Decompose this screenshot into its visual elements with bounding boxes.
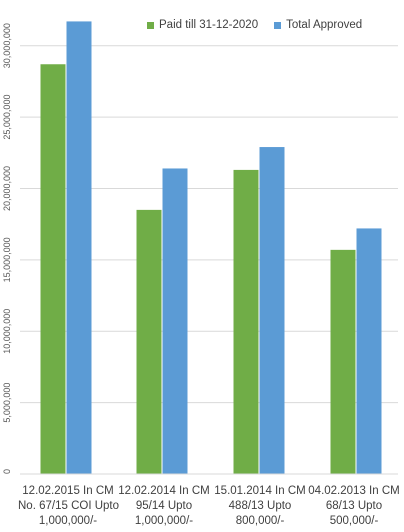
x-category-line: 95/14 Upto (135, 500, 193, 512)
bar-paid (330, 249, 356, 474)
y-tick-label: 25,000,000 (2, 95, 12, 140)
x-category-label-3: 15.01.2014 In CM 488/13 Upto 800,000/- (210, 484, 310, 529)
legend-item-paid: Paid till 31-12-2020 (147, 19, 258, 31)
bar-approved (162, 168, 188, 474)
y-tick-label: 30,000,000 (2, 23, 12, 68)
bar-paid (233, 169, 259, 474)
x-category-line: 500,000/- (329, 515, 379, 527)
bars (40, 21, 382, 474)
legend: Paid till 31-12-2020 Total Approved (147, 19, 362, 31)
bar-paid (136, 209, 162, 474)
legend-label-approved: Total Approved (286, 19, 363, 31)
bar-paid (40, 64, 66, 474)
x-category-line: 12.02.2015 In CM (22, 485, 114, 497)
legend-item-approved: Total Approved (274, 19, 362, 31)
x-category-label-2: 12.02.2014 In CM 95/14 Upto 1,000,000/- (114, 484, 214, 529)
y-tick-label: 15,000,000 (2, 237, 12, 282)
bar-approved (259, 147, 285, 474)
bar-approved (66, 21, 92, 474)
x-category-line: 68/13 Upto (325, 500, 383, 512)
x-category-line: 488/13 Upto (228, 500, 292, 512)
legend-label-paid: Paid till 31-12-2020 (159, 19, 259, 31)
y-axis-ticks: 0 5,000,000 10,000,000 15,000,000 20,000,000… (2, 23, 12, 474)
y-tick-label: 0 (2, 469, 12, 474)
x-category-line: 04.02.2013 In CM (308, 485, 400, 497)
x-category-line: No. 67/15 COI Upto (18, 500, 119, 512)
bar-approved (356, 228, 382, 474)
y-tick-label: 20,000,000 (2, 166, 12, 211)
x-category-label-1: 12.02.2015 In CM No. 67/15 COI Upto 1,00… (18, 484, 119, 529)
legend-swatch-paid (147, 21, 154, 29)
y-tick-label: 5,000,000 (2, 383, 12, 423)
x-category-line: 1,000,000/- (38, 515, 98, 527)
x-category-line: 15.01.2014 In CM (214, 485, 306, 497)
x-category-label-4: 04.02.2013 In CM 68/13 Upto 500,000/- (304, 484, 404, 529)
x-category-line: 12.02.2014 In CM (118, 485, 210, 497)
x-category-line: 1,000,000/- (134, 515, 194, 527)
y-tick-label: 10,000,000 (2, 309, 12, 354)
x-category-line: 800,000/- (235, 515, 285, 527)
legend-swatch-approved (274, 21, 282, 29)
